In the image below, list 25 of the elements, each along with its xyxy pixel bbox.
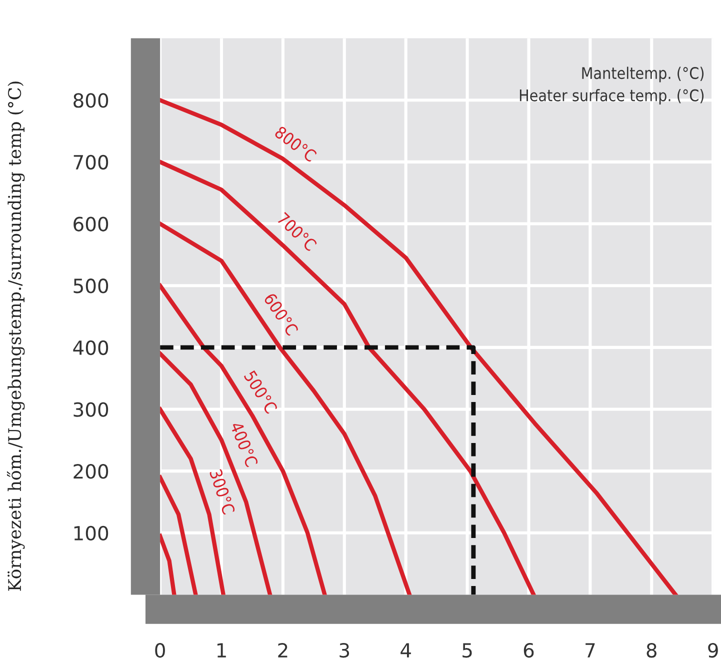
y-tick-label: 800 — [74, 93, 108, 108]
y-tick-label: 600 — [74, 216, 108, 232]
annotation: Manteltemp. (°C) — [582, 66, 704, 82]
y-tick-label: 400 — [73, 340, 108, 356]
x-tick-label: 4 — [400, 643, 411, 658]
y-tick-label: 200 — [74, 464, 108, 479]
x-tick-label: 6 — [524, 642, 534, 658]
text: 400°C — [230, 421, 258, 468]
x-tick-label: 7 — [586, 643, 595, 658]
y-tick-label: 500 — [74, 278, 108, 294]
line-series — [160, 160, 536, 595]
y-tick-label: 300 — [74, 402, 108, 417]
x-tick-label: 5 — [462, 643, 472, 658]
line-series — [160, 284, 327, 595]
x-tick-label: 9 — [708, 642, 718, 658]
y-tick-label: 700 — [74, 154, 108, 170]
y-axis-title: Környezeti hőm./Umgebungstemp./surrounding temp (°C) — [6, 82, 25, 591]
annotation: Heater surface temp. (°C) — [520, 89, 704, 104]
text: 300°C — [209, 468, 236, 515]
x-tick-label: 3 — [340, 642, 350, 658]
y-tick-label: 100 — [74, 526, 108, 541]
x-tick-label: 8 — [646, 642, 656, 658]
x-tick-label: 2 — [278, 642, 288, 658]
x-tick-label: 1 — [217, 643, 226, 658]
x-tick-label: 0 — [155, 642, 165, 658]
